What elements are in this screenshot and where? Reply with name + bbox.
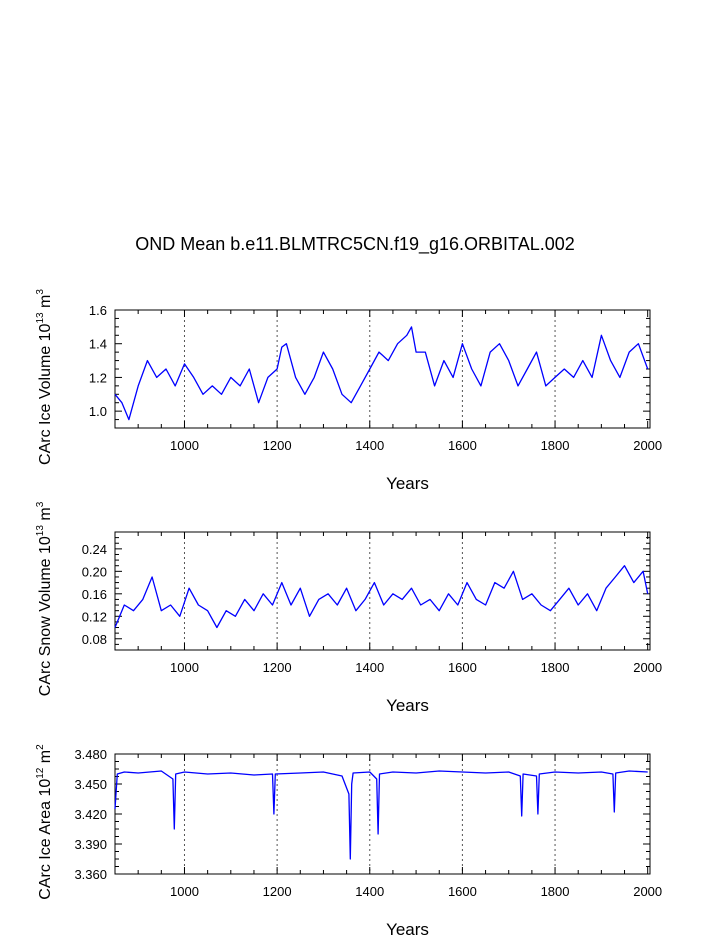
x-tick-label: 1800 bbox=[541, 438, 570, 453]
y-tick-label: 3.450 bbox=[74, 777, 107, 792]
x-tick-label: 1000 bbox=[170, 660, 199, 675]
x-tick-label: 2000 bbox=[633, 438, 662, 453]
y-tick-label: 1.6 bbox=[89, 303, 107, 318]
y-tick-label: 3.480 bbox=[74, 747, 107, 762]
plot-frame bbox=[114, 531, 651, 651]
plot-frame bbox=[114, 309, 651, 429]
x-tick-label: 1200 bbox=[263, 438, 292, 453]
x-tick-label: 1400 bbox=[355, 660, 384, 675]
panels: 1000 1200 1400 1600 1800 2000 1.0 1.2 1.4 1.6 Year… bbox=[35, 289, 662, 935]
y-tick-label: 0.12 bbox=[82, 609, 107, 624]
series-line-ice-area bbox=[114, 770, 648, 860]
x-tick-label: 1000 bbox=[170, 438, 199, 453]
y-tick-label: 0.24 bbox=[82, 542, 107, 557]
x-axis-label: Years bbox=[386, 696, 429, 715]
x-tick-label: 1800 bbox=[541, 660, 570, 675]
x-tick-label: 2000 bbox=[633, 884, 662, 899]
y-tick-label: 3.420 bbox=[74, 807, 107, 822]
x-axis-label: Years bbox=[386, 920, 429, 935]
x-tick-label: 1600 bbox=[448, 438, 477, 453]
x-tick-label: 1400 bbox=[355, 884, 384, 899]
x-tick-label: 1600 bbox=[448, 884, 477, 899]
panel-ice-area: 1000 1200 1400 1600 1800 2000 3.360 3.390 3.420 3… bbox=[35, 744, 662, 935]
panel-snow-volume: 1000 1200 1400 1600 1800 2000 0.08 0.12 0.16 0.20… bbox=[35, 501, 662, 715]
x-tick-label: 2000 bbox=[633, 660, 662, 675]
y-tick-label: 3.390 bbox=[74, 837, 107, 852]
y-axis-label: CArc Ice Volume 1013 m3 bbox=[35, 289, 54, 465]
y-tick-label: 1.4 bbox=[89, 337, 107, 352]
y-axis-label: CArc Snow Volume 1013 m3 bbox=[35, 501, 54, 696]
y-tick-label: 3.360 bbox=[74, 867, 107, 882]
y-tick-label: 0.08 bbox=[82, 632, 107, 647]
series-line-ice-volume bbox=[114, 326, 649, 421]
x-axis-label: Years bbox=[386, 474, 429, 493]
series-line-snow-volume bbox=[114, 565, 649, 629]
panel-ice-volume: 1000 1200 1400 1600 1800 2000 1.0 1.2 1.4 1.6 Year… bbox=[35, 289, 662, 493]
y-axis-label: CArc Ice Area 1012 m2 bbox=[35, 744, 54, 900]
x-tick-label: 1400 bbox=[355, 438, 384, 453]
x-tick-label: 1200 bbox=[263, 660, 292, 675]
x-tick-label: 1800 bbox=[541, 884, 570, 899]
x-tick-label: 1200 bbox=[263, 884, 292, 899]
x-tick-label: 1600 bbox=[448, 660, 477, 675]
figure-title: OND Mean b.e11.BLMTRC5CN.f19_g16.ORBITAL… bbox=[135, 234, 575, 255]
y-tick-label: 0.20 bbox=[82, 564, 107, 579]
y-tick-label: 0.16 bbox=[82, 587, 107, 602]
y-tick-label: 1.2 bbox=[89, 370, 107, 385]
y-tick-label: 1.0 bbox=[89, 404, 107, 419]
x-tick-label: 1000 bbox=[170, 884, 199, 899]
